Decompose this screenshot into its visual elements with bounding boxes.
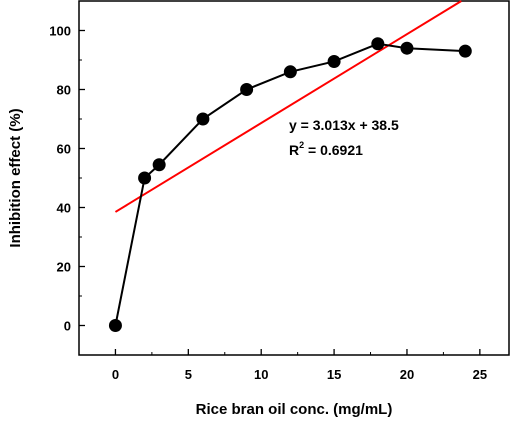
- x-tick-label: 0: [112, 367, 119, 382]
- x-axis: 0 5 10 15 20 25: [112, 349, 487, 382]
- y-tick-label: 20: [57, 260, 71, 275]
- y-tick-label: 100: [49, 24, 71, 39]
- x-axis-title: Rice bran oil conc. (mg/mL): [196, 401, 393, 418]
- r2-prefix: R: [289, 142, 299, 158]
- data-point: [371, 37, 385, 51]
- y-tick-label: 40: [57, 201, 71, 216]
- x-tick-label: 25: [473, 367, 487, 382]
- data-point: [240, 83, 254, 96]
- data-point: [327, 54, 341, 68]
- linear-fit-line: [114, 0, 462, 213]
- data-point: [458, 44, 472, 58]
- data-point: [283, 65, 297, 79]
- y-axis-title: Inhibition effect (%): [7, 108, 24, 247]
- y-axis: 0 20 40 60 80 100: [49, 24, 85, 334]
- data-line: [114, 42, 466, 326]
- data-point: [400, 41, 414, 55]
- r2-superscript: 2: [299, 140, 304, 150]
- data-point: [152, 158, 166, 172]
- x-tick-label: 10: [254, 367, 268, 382]
- fit-r-squared: R2 = 0.6921: [289, 140, 363, 158]
- fit-annotation: y = 3.013x + 38.5 R2 = 0.6921: [289, 117, 399, 158]
- fit-line-layer: [114, 0, 462, 213]
- x-tick-label: 20: [400, 367, 414, 382]
- fit-equation: y = 3.013x + 38.5: [289, 117, 399, 133]
- x-tick-label: 15: [327, 367, 341, 382]
- y-tick-label: 0: [64, 319, 71, 334]
- data-series-layer: [108, 37, 472, 332]
- y-tick-label: 80: [57, 83, 71, 98]
- x-tick-label: 5: [185, 367, 192, 382]
- data-point: [138, 171, 152, 185]
- data-point: [108, 319, 122, 332]
- r2-value: = 0.6921: [304, 142, 363, 158]
- y-tick-label: 60: [57, 142, 71, 157]
- data-point: [196, 112, 210, 126]
